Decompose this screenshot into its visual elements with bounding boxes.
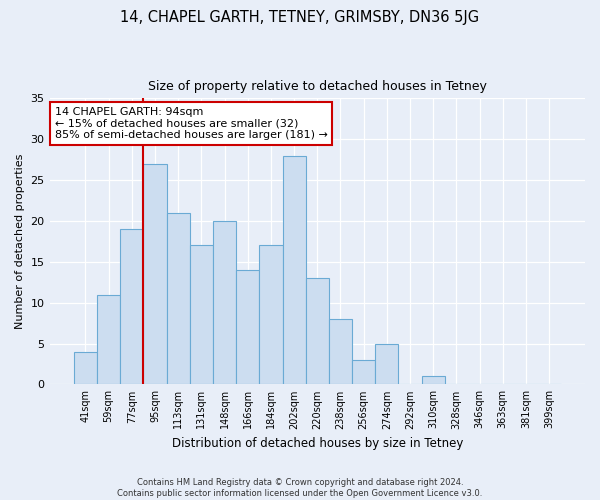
Title: Size of property relative to detached houses in Tetney: Size of property relative to detached ho…: [148, 80, 487, 93]
Text: 14, CHAPEL GARTH, TETNEY, GRIMSBY, DN36 5JG: 14, CHAPEL GARTH, TETNEY, GRIMSBY, DN36 …: [121, 10, 479, 25]
X-axis label: Distribution of detached houses by size in Tetney: Distribution of detached houses by size …: [172, 437, 463, 450]
Text: 14 CHAPEL GARTH: 94sqm
← 15% of detached houses are smaller (32)
85% of semi-det: 14 CHAPEL GARTH: 94sqm ← 15% of detached…: [55, 107, 328, 140]
Bar: [283, 156, 305, 384]
Bar: [236, 270, 259, 384]
Bar: [74, 352, 97, 384]
Bar: [167, 213, 190, 384]
Bar: [190, 246, 213, 384]
Bar: [375, 344, 398, 384]
Bar: [97, 294, 120, 384]
Bar: [329, 319, 352, 384]
Bar: [422, 376, 445, 384]
Bar: [305, 278, 329, 384]
Text: Contains HM Land Registry data © Crown copyright and database right 2024.
Contai: Contains HM Land Registry data © Crown c…: [118, 478, 482, 498]
Bar: [352, 360, 375, 384]
Bar: [143, 164, 167, 384]
Bar: [120, 229, 143, 384]
Y-axis label: Number of detached properties: Number of detached properties: [15, 154, 25, 329]
Bar: [259, 246, 283, 384]
Bar: [213, 221, 236, 384]
